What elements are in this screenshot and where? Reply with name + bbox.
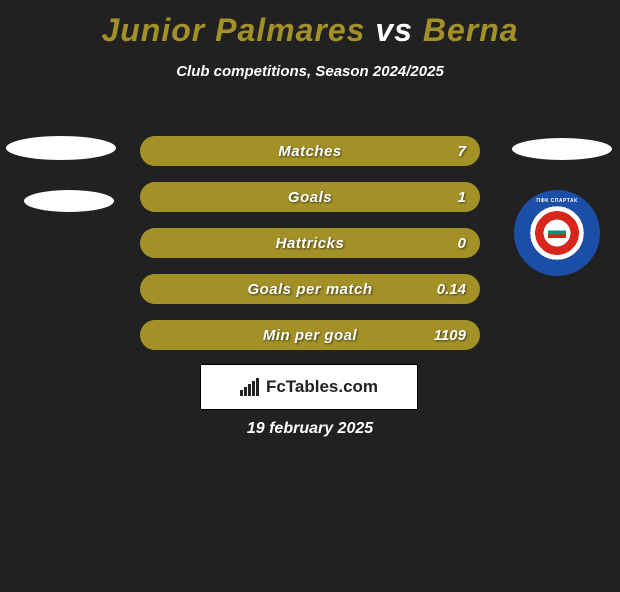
stat-label: Goals — [288, 189, 332, 206]
logo-bars-icon — [240, 378, 262, 396]
stat-value: 0.14 — [437, 281, 466, 298]
stat-label: Min per goal — [263, 327, 357, 344]
stats-bars: Matches 7 Goals 1 Hattricks 0 Goals per … — [140, 136, 480, 366]
comparison-title: Junior Palmares vs Berna — [0, 12, 620, 49]
player-photo-placeholder-left-2 — [24, 190, 114, 212]
vs-text: vs — [375, 12, 413, 48]
stat-value: 1109 — [434, 327, 466, 344]
stat-bar-hattricks: Hattricks 0 — [140, 228, 480, 258]
stat-value: 7 — [458, 143, 466, 160]
stat-bar-goals-per-match: Goals per match 0.14 — [140, 274, 480, 304]
stat-bar-goals: Goals 1 — [140, 182, 480, 212]
club-badge-flag-icon — [548, 227, 566, 238]
date-text: 19 february 2025 — [0, 420, 620, 438]
stat-value: 1 — [458, 189, 466, 206]
fctables-logo: FcTables.com — [200, 364, 418, 410]
stat-label: Matches — [278, 143, 342, 160]
player-photo-placeholder-right-1 — [512, 138, 612, 160]
stat-bar-min-per-goal: Min per goal 1109 — [140, 320, 480, 350]
stat-bar-matches: Matches 7 — [140, 136, 480, 166]
player2-name: Berna — [423, 12, 519, 48]
player-photo-placeholder-left-1 — [6, 136, 116, 160]
stat-label: Goals per match — [247, 281, 372, 298]
subtitle: Club competitions, Season 2024/2025 — [0, 63, 620, 80]
stat-value: 0 — [458, 235, 466, 252]
club-badge-icon: ПФК СПАРТАК — [514, 190, 600, 276]
player1-name: Junior Palmares — [101, 12, 365, 48]
stat-label: Hattricks — [276, 235, 345, 252]
logo-text: FcTables.com — [240, 377, 378, 397]
club-badge-text-top: ПФК СПАРТАК — [514, 198, 600, 204]
logo-label: FcTables.com — [266, 377, 378, 397]
